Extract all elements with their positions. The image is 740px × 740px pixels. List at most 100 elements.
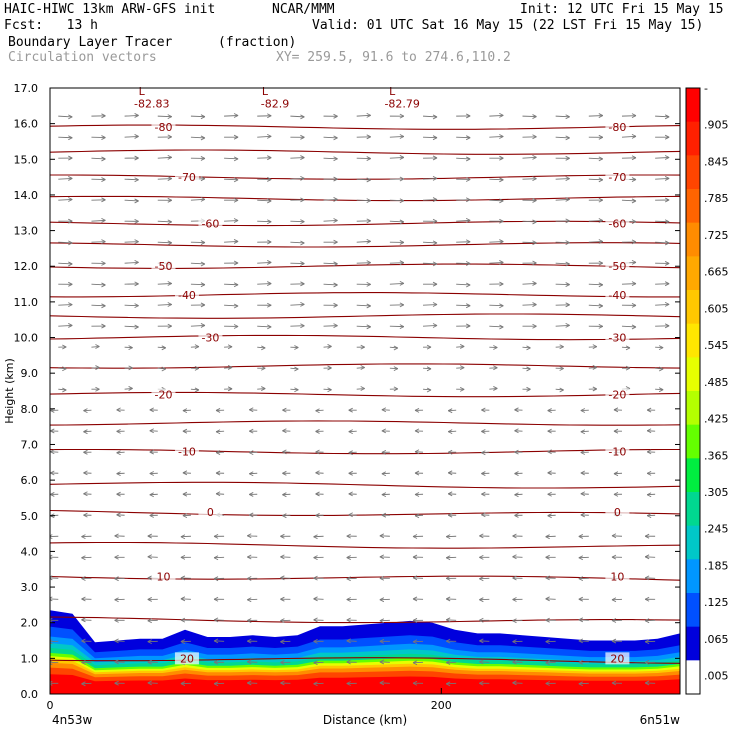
circulation-vector-head <box>565 282 570 287</box>
circulation-vector-head <box>578 596 584 602</box>
contour-label-bg <box>174 288 199 301</box>
circulation-vector <box>58 199 73 201</box>
circulation-vector-head <box>294 387 299 393</box>
circulation-vector-head <box>360 344 365 350</box>
circulation-vector <box>389 282 404 285</box>
circulation-vector-head <box>393 345 399 351</box>
colorbar-swatch <box>686 222 700 257</box>
circulation-vector-head <box>134 134 139 139</box>
circulation-vector-head <box>580 512 586 518</box>
circulation-vector-head <box>578 576 584 582</box>
circulation-vector <box>224 240 239 243</box>
circulation-vector-head <box>327 387 332 393</box>
x-tick-label: 200 <box>431 699 452 712</box>
circulation-vector <box>588 157 603 160</box>
circulation-vector-head <box>447 429 453 435</box>
circulation-vector-head <box>532 260 537 266</box>
circulation-vector-head <box>399 302 405 308</box>
circulation-vector-head <box>366 281 371 287</box>
circulation-vector-head <box>545 596 550 602</box>
colorbar-label: .725 <box>704 229 729 242</box>
colorbar-label: .125 <box>704 596 729 609</box>
circulation-vector-head <box>249 407 254 413</box>
circulation-vector-head <box>399 260 405 266</box>
circulation-vector-head <box>95 344 100 349</box>
circulation-vector <box>224 304 239 307</box>
circulation-vector-head <box>664 323 670 329</box>
circulation-vector-head <box>267 302 272 308</box>
circulation-vector <box>290 157 305 159</box>
circulation-vector-head <box>247 533 252 539</box>
circulation-vector-head <box>580 429 586 435</box>
circulation-vector <box>157 156 172 159</box>
circulation-vector-head <box>379 575 385 581</box>
circulation-vector <box>190 115 205 118</box>
circulation-vector-head <box>282 492 287 498</box>
circulation-vector <box>190 324 205 327</box>
circulation-vector-head <box>83 491 88 497</box>
circulation-vector-head <box>499 198 504 204</box>
circulation-vector <box>522 220 537 223</box>
circulation-vector-head <box>532 240 537 246</box>
circulation-vector <box>423 325 438 327</box>
circulation-vector <box>58 177 73 180</box>
circulation-vector-head <box>261 386 266 391</box>
circulation-vector-head <box>512 659 517 665</box>
circulation-vector-head <box>578 617 584 623</box>
contour-label: 0 <box>207 506 214 519</box>
circulation-vector-head <box>412 660 418 666</box>
temperature-contour <box>50 124 680 130</box>
y-axis-label: Height (km) <box>3 358 16 424</box>
circulation-vector-head <box>412 596 418 602</box>
circulation-vector-head <box>412 639 418 645</box>
temperature-contour <box>50 334 680 341</box>
circulation-vector-head <box>215 491 221 497</box>
circulation-vector <box>190 262 205 265</box>
circulation-vector-head <box>81 576 86 581</box>
circulation-vector-head <box>399 280 405 286</box>
circulation-vector-head <box>249 428 254 434</box>
circulation-vector-head <box>50 449 55 455</box>
circulation-vector <box>522 241 537 244</box>
circulation-vector <box>456 304 471 307</box>
circulation-vector-head <box>414 428 420 434</box>
contour-label-bg <box>151 260 176 273</box>
circulation-vector-head <box>465 282 471 288</box>
circulation-vector <box>58 367 67 370</box>
circulation-vector-head <box>447 408 453 414</box>
circulation-vector-head <box>101 135 106 140</box>
temperature-contour <box>50 616 680 624</box>
circulation-vector <box>257 199 272 202</box>
circulation-vector <box>655 157 670 159</box>
circulation-vector-head <box>101 197 106 203</box>
circulation-vector-head <box>315 429 320 434</box>
circulation-vector-head <box>81 638 86 644</box>
x-axis: 0 200 <box>47 688 452 712</box>
circulation-vector <box>621 135 636 138</box>
y-tick-label: 5.0 <box>21 510 39 523</box>
circulation-vector-head <box>532 219 537 225</box>
low-value-label: -82.9 <box>261 98 289 111</box>
circulation-vector-head <box>300 219 305 225</box>
circulation-vector-head <box>479 638 484 644</box>
circulation-vector-head <box>381 471 387 477</box>
circulation-vector-head <box>493 365 498 371</box>
circulation-vector-head <box>613 407 619 413</box>
circulation-vector-head <box>393 386 399 392</box>
circulation-vector-head <box>149 513 154 518</box>
circulation-vector-head <box>631 302 637 308</box>
circulation-vector <box>58 136 73 139</box>
circulation-vector-head <box>167 281 172 286</box>
circulation-vector-head <box>447 512 453 518</box>
y-tick-label: 6.0 <box>21 474 39 487</box>
circulation-vector-head <box>598 260 604 266</box>
circulation-vector-head <box>227 344 233 350</box>
contour-label: -30 <box>608 332 626 345</box>
circulation-vector-head <box>213 596 219 602</box>
circulation-vector-head <box>233 239 239 244</box>
circulation-vector-head <box>227 386 233 392</box>
circulation-vector-head <box>598 218 604 223</box>
contour-label-bg <box>151 388 176 401</box>
circulation-vector-head <box>379 659 385 665</box>
circulation-vector-head <box>532 281 537 286</box>
